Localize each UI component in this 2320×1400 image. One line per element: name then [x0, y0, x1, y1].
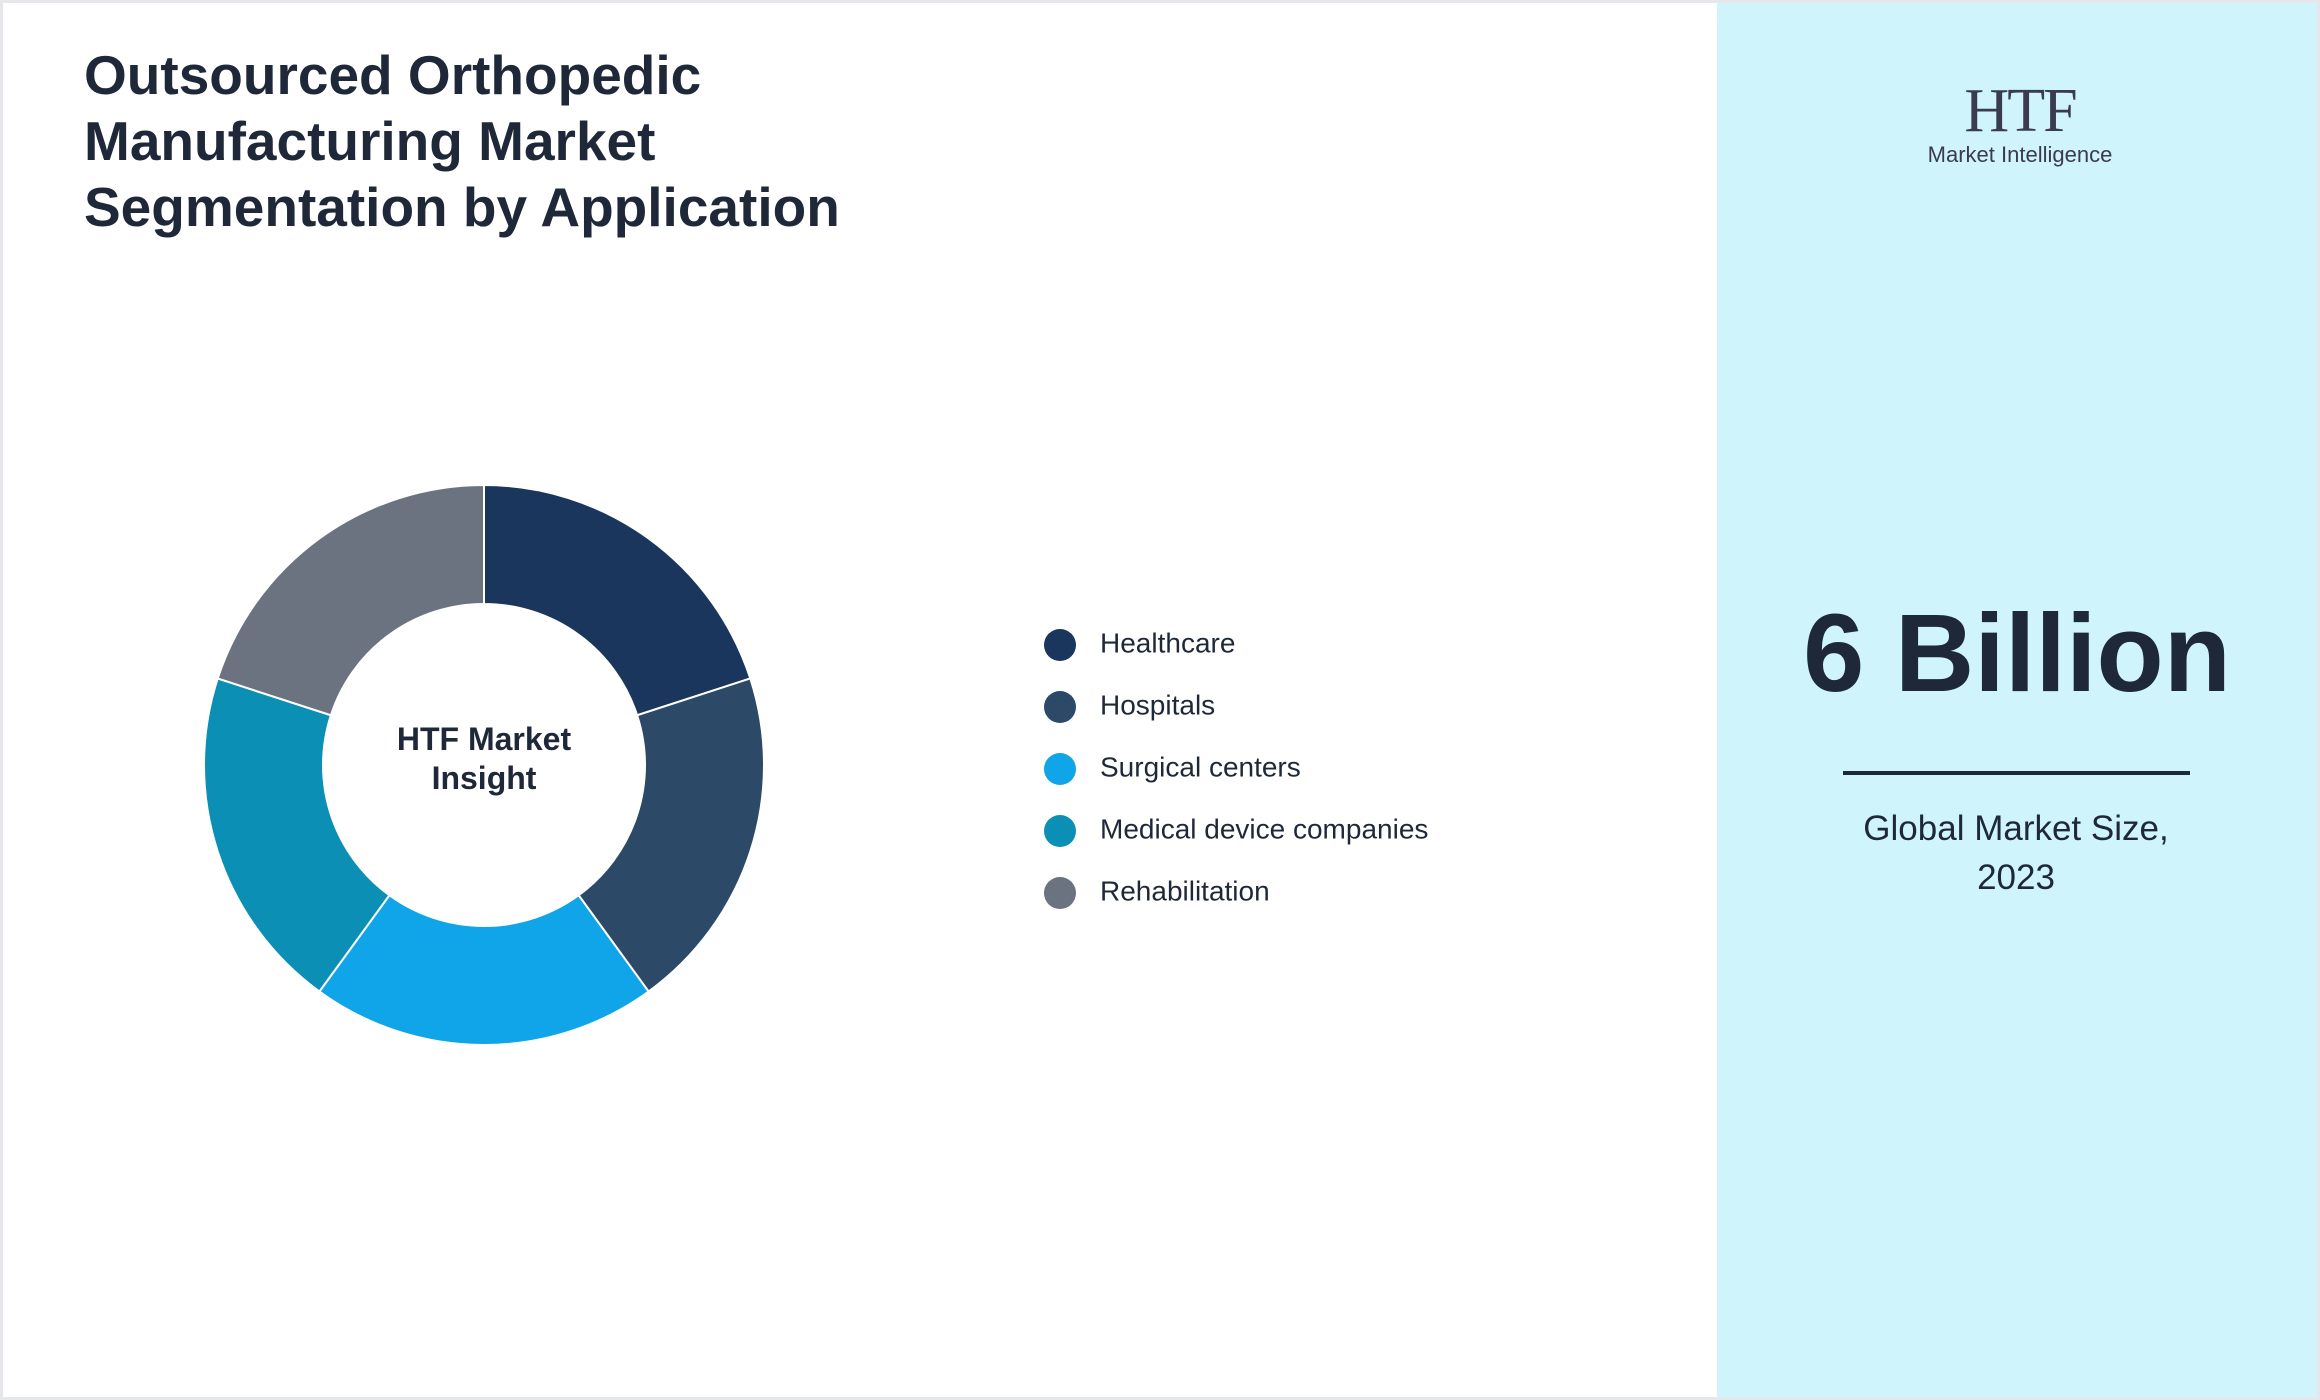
chart-title: Outsourced Orthopedic Manufacturing Mark…: [84, 44, 840, 238]
legend-label: Healthcare: [1100, 627, 1235, 658]
logo-mark: HTF: [1964, 77, 2077, 145]
donut-segment: [483, 483, 752, 717]
donut-segment: [318, 893, 650, 1047]
legend-swatch: [1044, 629, 1076, 661]
legend-label: Rehabilitation: [1100, 875, 1270, 906]
donut-segment: [203, 677, 391, 993]
legend-label: Surgical centers: [1100, 751, 1301, 782]
stat-value: 6 Billion: [1803, 592, 2231, 715]
legend-swatch: [1044, 815, 1076, 847]
logo: HTF Market Intelligence: [1920, 80, 2120, 168]
legend-swatch: [1044, 753, 1076, 785]
legend-swatch: [1044, 691, 1076, 723]
legend-label: Medical device companies: [1100, 813, 1428, 844]
donut-segment: [216, 483, 485, 717]
divider: [1843, 771, 2190, 775]
legend-swatch: [1044, 877, 1076, 909]
center-label: HTF Market Insight: [396, 721, 572, 796]
logo-name: Market Intelligence: [1927, 142, 2113, 167]
donut-segment: [577, 677, 765, 993]
side-panel: [1717, 3, 2317, 1397]
stat-caption: Global Market Size, 2023: [1863, 809, 2169, 897]
legend-label: Hospitals: [1100, 689, 1215, 720]
